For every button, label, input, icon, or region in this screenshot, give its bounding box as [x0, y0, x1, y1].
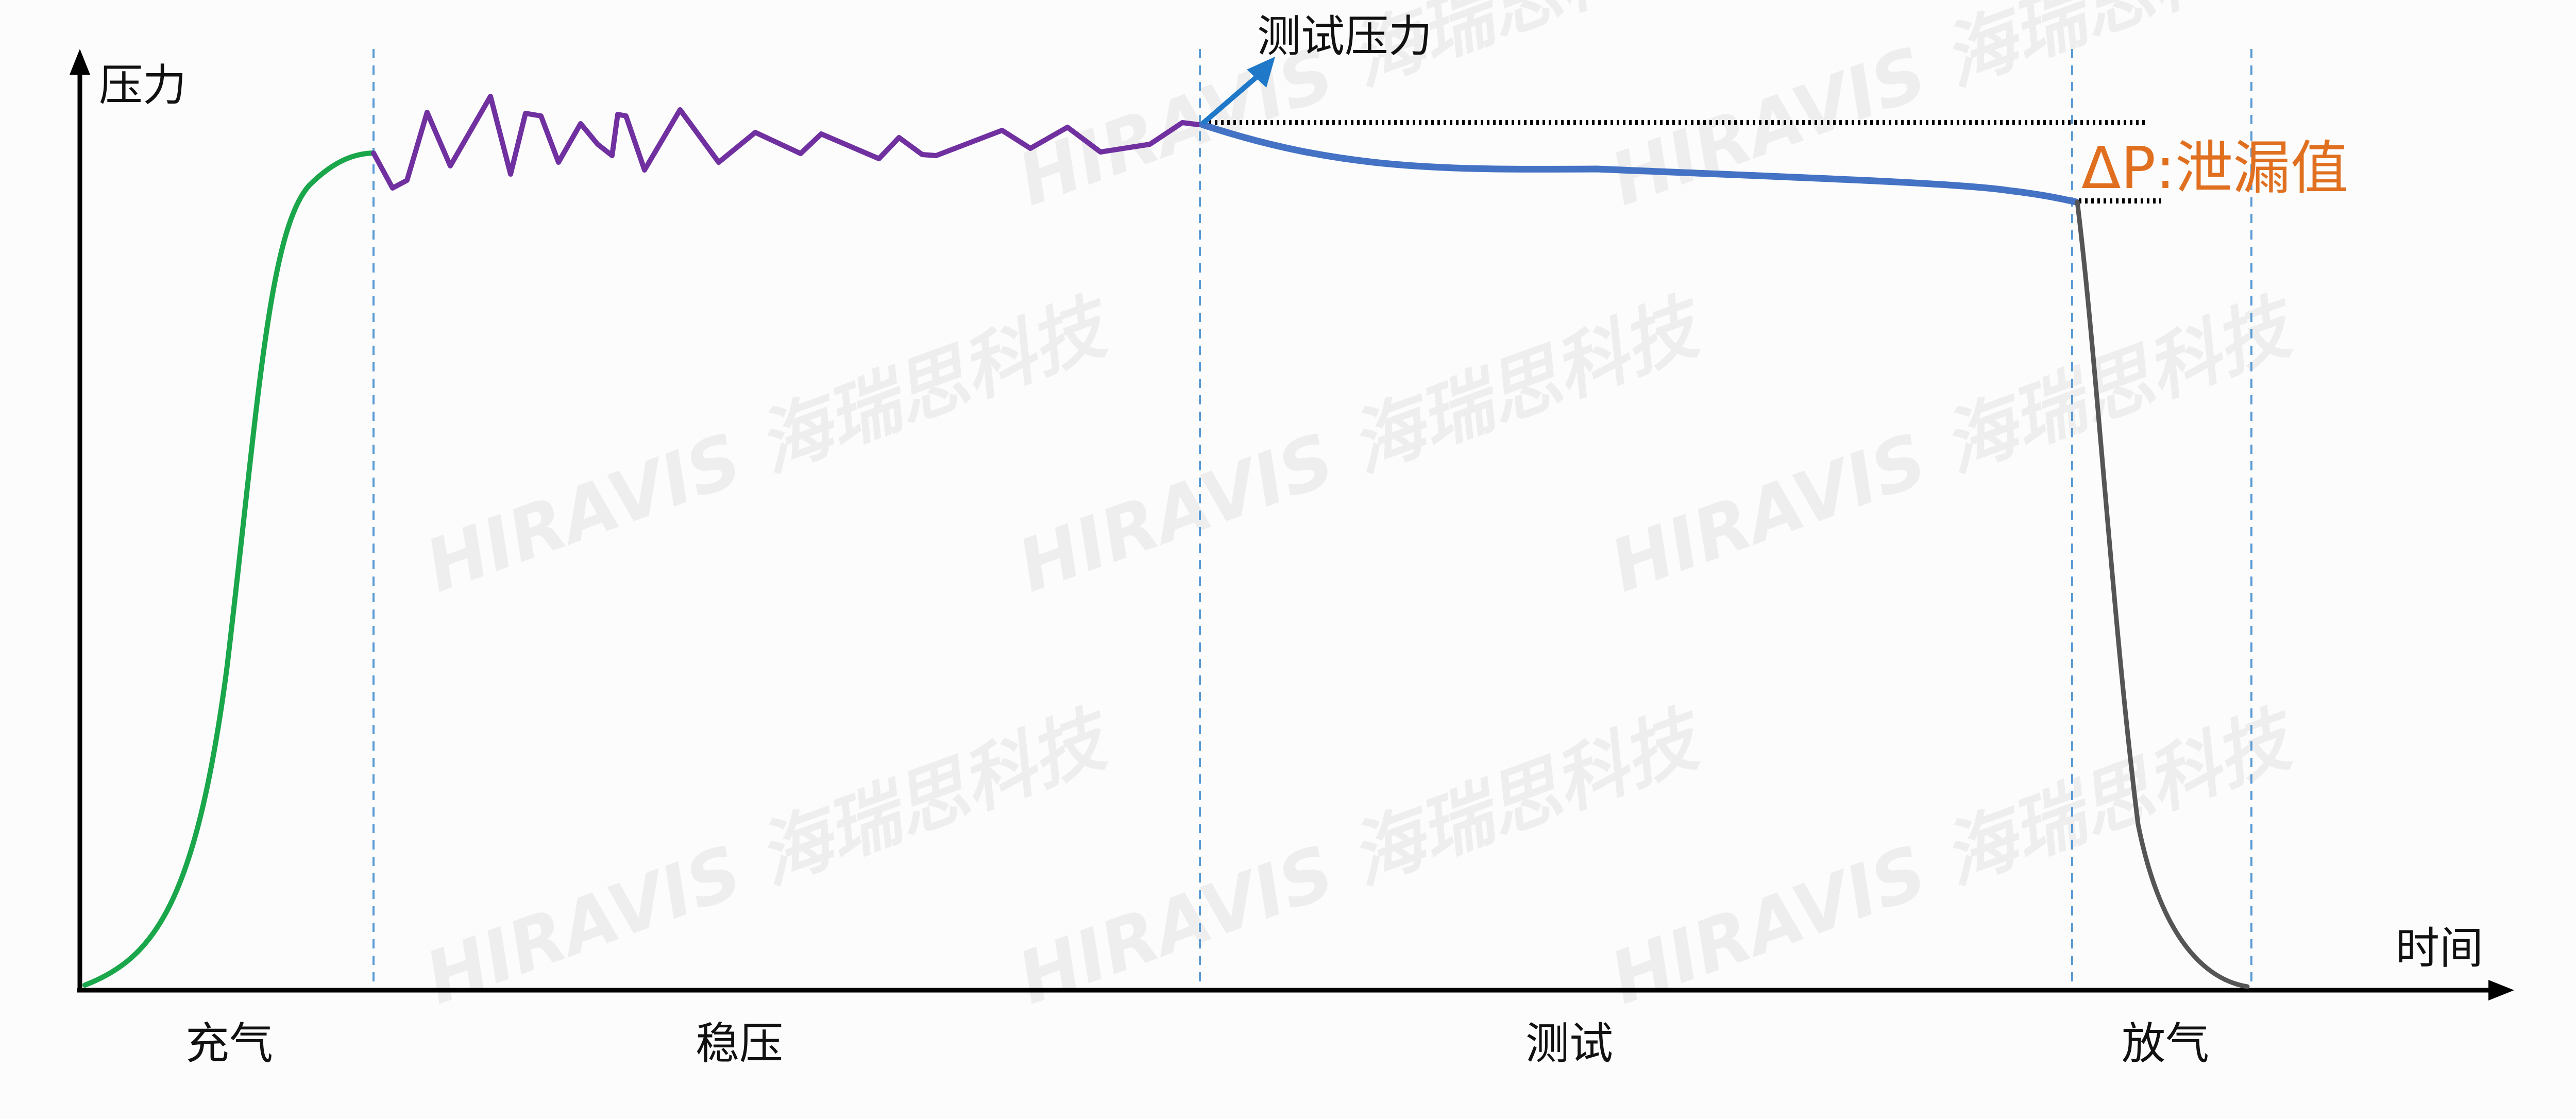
exhaust-curve	[2075, 199, 2250, 989]
phase-label-exhaust: 放气	[2122, 1019, 2209, 1070]
test-pressure-label: 测试压力	[1257, 11, 1432, 62]
x-axis-arrow-icon	[2488, 980, 2514, 1001]
watermark: HIRAVIS 海瑞思科技	[1600, 695, 2308, 1021]
x-axis-label: 时间	[2396, 923, 2483, 974]
test-pressure-arrow	[1200, 70, 1264, 126]
watermark: HIRAVIS 海瑞思科技	[1008, 283, 1716, 609]
watermark: HIRAVIS 海瑞思科技	[415, 283, 1123, 609]
y-axis-label: 压力	[99, 60, 187, 111]
watermark-group: HIRAVIS 海瑞思科技 HIRAVIS 海瑞思科技 HIRAVIS 海瑞思科…	[415, 0, 2308, 1021]
watermark: HIRAVIS 海瑞思科技	[1600, 283, 2308, 609]
charge-curve	[82, 150, 376, 988]
test-pressure-arrow-head-icon	[1247, 57, 1275, 88]
phase-label-stabilize: 稳压	[696, 1019, 783, 1070]
test-curve	[1199, 121, 2080, 206]
y-axis-arrow-icon	[70, 49, 90, 75]
watermark: HIRAVIS 海瑞思科技	[1008, 695, 1716, 1021]
watermark: HIRAVIS 海瑞思科技	[415, 695, 1123, 1021]
leak-value-label: ΔP:泄漏值	[2081, 135, 2348, 202]
phase-label-test: 测试	[1526, 1019, 1613, 1070]
phase-label-charge: 充气	[185, 1019, 273, 1070]
phase-dividers	[372, 49, 2252, 989]
stabilize-curve	[371, 94, 1201, 191]
